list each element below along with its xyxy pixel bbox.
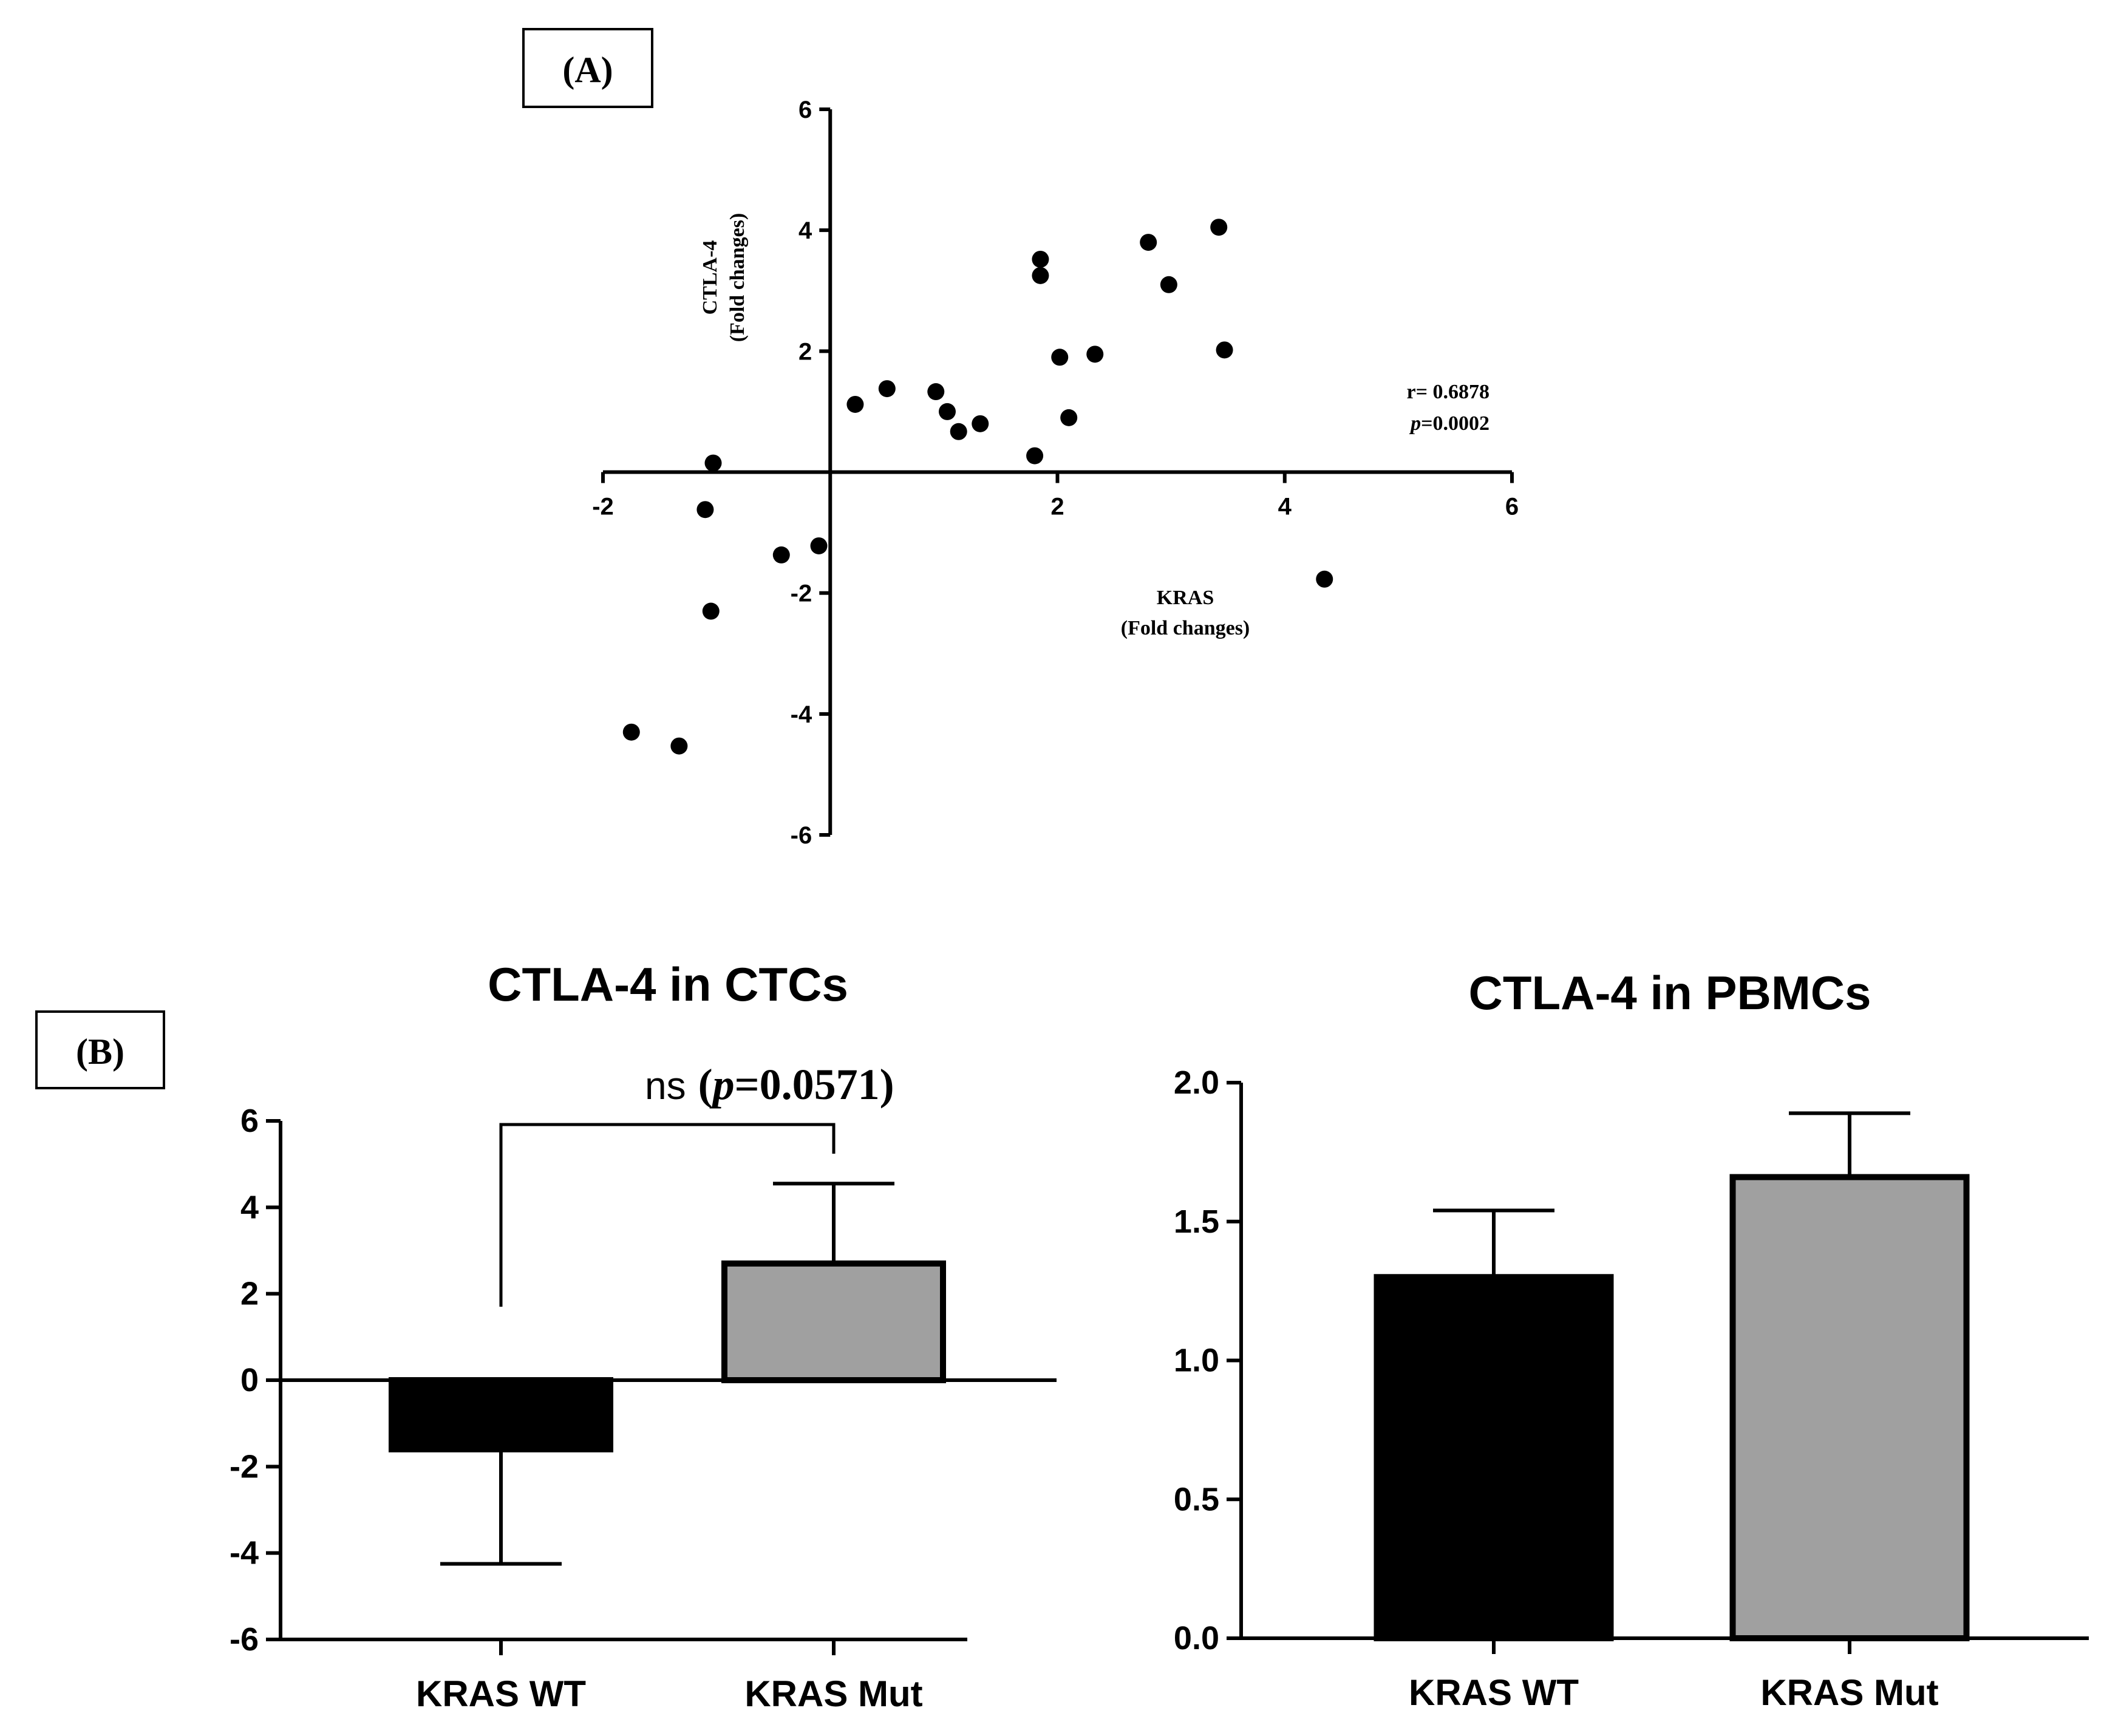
ctcs-y-tick-label: 6 xyxy=(240,1103,259,1139)
panel-a-label-box: (A) xyxy=(522,28,653,108)
ctcs-y-tick-label: -2 xyxy=(230,1448,259,1485)
panel-b-label: (B) xyxy=(76,1032,124,1072)
scatter-annotation-p: p=0.0002 xyxy=(1409,412,1489,435)
scatter-annotation-r: r= 0.6878 xyxy=(1407,381,1489,403)
scatter-point xyxy=(810,537,828,554)
scatter-x-tick-label: 6 xyxy=(1505,494,1519,520)
scatter-point xyxy=(1032,267,1049,284)
ctcs-y-tick-label: -6 xyxy=(230,1621,259,1658)
scatter-point xyxy=(670,737,688,755)
scatter-point xyxy=(878,380,896,398)
scatter-point xyxy=(622,723,640,741)
scatter-point xyxy=(1160,276,1177,293)
scatter-x-label-line1: KRAS xyxy=(1157,587,1214,609)
bar-chart-ctcs: CTLA-4 in CTCs -6 -4 -2 0 2 4 6 KRAS WT KRAS Mu… xyxy=(230,958,1057,1714)
scatter-x-tick-label: 4 xyxy=(1278,494,1292,520)
scatter-y-label-line1: CTLA-4 xyxy=(699,240,721,315)
scatter-point xyxy=(1060,409,1078,426)
ctcs-category-label: KRAS Mut xyxy=(744,1673,922,1714)
scatter-point xyxy=(1086,345,1104,363)
significance-bracket-line xyxy=(499,1123,836,1307)
scatter-point xyxy=(704,454,722,472)
scatter-point xyxy=(846,395,864,413)
scatter-x-label-line2: (Fold changes) xyxy=(1121,617,1250,639)
pbmcs-category-label: KRAS WT xyxy=(1409,1672,1579,1713)
bar-chart-pbmcs: CTLA-4 in PBMCs 0.0 0.5 1.0 1.5 2.0 KRAS WT K… xyxy=(1174,966,2089,1713)
bar-chart-ctcs-title: CTLA-4 in CTCs xyxy=(488,958,848,1011)
pbmcs-y-tick-label: 0.5 xyxy=(1174,1481,1219,1517)
scatter-y-tick-label: -4 xyxy=(791,701,812,728)
pbmcs-y-tick-label: 1.0 xyxy=(1174,1343,1219,1379)
scatter-point xyxy=(772,546,790,563)
ctcs-category-label: KRAS WT xyxy=(416,1673,586,1714)
ctcs-bar xyxy=(721,1260,946,1384)
scatter-point xyxy=(1216,341,1233,359)
pbmcs-category-label: KRAS Mut xyxy=(1760,1672,1938,1713)
panel-b-label-box: (B) xyxy=(35,1010,165,1089)
panel-a-label: (A) xyxy=(562,50,613,90)
ctcs-y-tick-label: -4 xyxy=(230,1535,259,1571)
ctcs-y-tick-label: 4 xyxy=(240,1189,259,1225)
scatter-point xyxy=(972,415,989,432)
pbmcs-bar xyxy=(1729,1174,1970,1642)
pbmcs-y-tick-label: 1.5 xyxy=(1174,1203,1219,1240)
scatter-y-tick-label: 6 xyxy=(798,97,812,123)
ctcs-y-tick-label: 0 xyxy=(240,1362,259,1398)
scatter-point xyxy=(927,383,945,401)
scatter-plot-a: -2 2 4 6 -6 -4 -2 2 4 6 CTLA-4 (Fold changes) KRA… xyxy=(592,97,1519,849)
scatter-y-tick-label: 4 xyxy=(798,217,812,244)
scatter-point xyxy=(950,423,967,440)
pbmcs-y-tick-label: 0.0 xyxy=(1174,1620,1219,1656)
scatter-point xyxy=(1210,219,1228,236)
bar-chart-pbmcs-title: CTLA-4 in PBMCs xyxy=(1469,966,1871,1019)
scatter-point xyxy=(696,501,714,519)
ctcs-bar xyxy=(389,1377,613,1452)
scatter-point xyxy=(1026,447,1044,465)
scatter-y-tick-label: 2 xyxy=(798,338,812,365)
ctcs-y-tick-label: 2 xyxy=(240,1276,259,1312)
scatter-y-tick-label: -2 xyxy=(791,580,812,607)
pbmcs-bar xyxy=(1374,1274,1614,1641)
scatter-point xyxy=(1140,234,1157,251)
scatter-point xyxy=(1032,250,1049,268)
pbmcs-y-tick-label: 2.0 xyxy=(1174,1064,1219,1101)
scatter-y-tick-label: -6 xyxy=(791,822,812,849)
scatter-point xyxy=(1051,349,1069,366)
scatter-point xyxy=(1316,570,1333,588)
scatter-x-tick-label: 2 xyxy=(1050,494,1064,520)
scatter-point xyxy=(938,403,956,420)
scatter-point xyxy=(702,602,720,620)
scatter-y-label-line2: (Fold changes) xyxy=(726,213,749,342)
significance-label: ns (p=0.0571) xyxy=(645,1060,894,1109)
significance-bracket xyxy=(499,1123,836,1307)
scatter-x-tick-label: -2 xyxy=(592,494,614,520)
